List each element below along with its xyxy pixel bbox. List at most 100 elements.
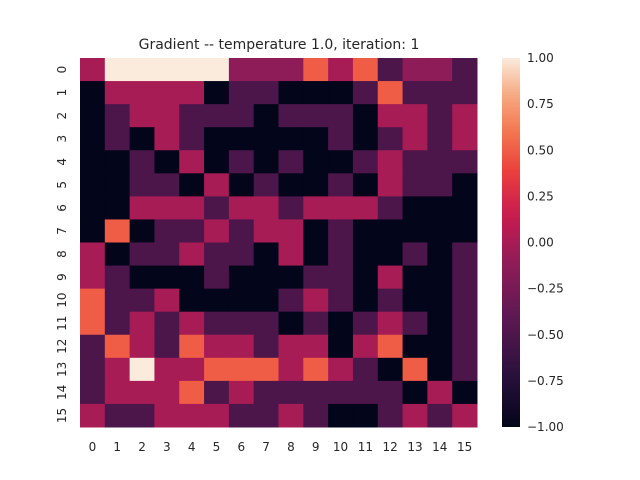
heatmap-cell <box>154 403 180 428</box>
y-tick-label: 4 <box>55 158 69 166</box>
heatmap-cell <box>427 104 453 128</box>
heatmap-cell <box>278 242 304 267</box>
heatmap-cell <box>377 380 404 405</box>
heatmap-cell <box>179 173 205 197</box>
heatmap-cell <box>427 403 453 428</box>
heatmap-cell <box>204 127 230 151</box>
heatmap-cell <box>452 242 478 267</box>
heatmap-cell <box>204 357 230 382</box>
heatmap-cell <box>278 219 304 243</box>
heatmap-cell <box>104 173 131 197</box>
heatmap-cell <box>303 173 329 197</box>
heatmap-cell <box>80 265 106 290</box>
heatmap-cell <box>179 81 205 105</box>
colorbar-tick-label: 1.00 <box>527 51 554 65</box>
heatmap-cell <box>80 380 106 405</box>
heatmap-cell <box>352 58 379 82</box>
heatmap-cell <box>204 403 230 428</box>
heatmap-cell <box>154 242 180 267</box>
colorbar-tick-label: 0.00 <box>527 236 554 250</box>
heatmap-cell <box>427 173 453 197</box>
x-tick-label: 1 <box>113 440 121 454</box>
heatmap-cell <box>104 196 131 220</box>
colorbar-ticks: 1.00 0.75 0.50 0.25 0.00 −0.25 −0.50 −0.75 −1.00 <box>527 51 564 434</box>
heatmap-cell <box>278 127 304 151</box>
x-tick-label: 7 <box>262 440 270 454</box>
heatmap-cell <box>328 58 354 82</box>
x-tick-label: 15 <box>457 440 472 454</box>
heatmap-cell <box>253 219 279 243</box>
y-tick-label: 7 <box>55 227 69 235</box>
heatmap-cell <box>80 196 106 220</box>
colorbar-tick-label: −0.50 <box>527 328 564 342</box>
heatmap-cell <box>179 265 205 290</box>
heatmap-cell <box>204 173 230 197</box>
heatmap-cell <box>104 334 131 359</box>
heatmap-cell <box>253 288 279 313</box>
heatmap-cell <box>154 104 180 128</box>
heatmap-cell <box>377 311 404 336</box>
heatmap-cell <box>278 58 304 82</box>
heatmap-cell <box>452 265 478 290</box>
heatmap-cell <box>402 288 428 313</box>
heatmap-cell <box>278 81 304 105</box>
heatmap-cell <box>328 81 354 105</box>
heatmap-cell <box>402 173 428 197</box>
heatmap-cell <box>328 219 354 243</box>
heatmap-cell <box>104 219 131 243</box>
heatmap-cell <box>402 311 428 336</box>
heatmap-cell <box>253 242 279 267</box>
heatmap-cell <box>303 311 329 336</box>
heatmap-cell <box>129 81 155 105</box>
heatmap-cell <box>328 173 354 197</box>
heatmap-cell <box>104 357 131 382</box>
x-axis-ticks: 0 1 2 3 4 5 6 7 8 9 10 11 12 13 14 15 <box>89 440 473 454</box>
y-tick-label: 15 <box>55 408 69 423</box>
heatmap-cell <box>427 58 453 82</box>
heatmap-cell <box>204 104 230 128</box>
heatmap-cell <box>129 403 155 428</box>
heatmap-cell <box>204 265 230 290</box>
heatmap-cell <box>129 150 155 174</box>
heatmap-cell <box>427 150 453 174</box>
heatmap-cell <box>104 403 131 428</box>
heatmap-cell <box>303 104 329 128</box>
y-tick-label: 1 <box>55 89 69 97</box>
heatmap-cell <box>278 265 304 290</box>
heatmap-cell <box>104 288 131 313</box>
heatmap-cell <box>179 334 205 359</box>
heatmap-cell <box>402 357 428 382</box>
y-tick-label: 0 <box>55 66 69 74</box>
heatmap-cell <box>402 150 428 174</box>
heatmap-cell <box>129 334 155 359</box>
heatmap-cell <box>303 219 329 243</box>
x-tick-label: 5 <box>213 440 221 454</box>
heatmap-cell <box>278 288 304 313</box>
heatmap-cell <box>129 357 155 382</box>
heatmap-cell <box>80 334 106 359</box>
heatmap-cell <box>154 288 180 313</box>
heatmap-cell <box>228 219 255 243</box>
chart-title: Gradient -- temperature 1.0, iteration: … <box>139 37 420 53</box>
heatmap-cell <box>427 196 453 220</box>
heatmap-cell <box>154 81 180 105</box>
heatmap-cell <box>154 127 180 151</box>
heatmap-cell <box>303 334 329 359</box>
colorbar-tick-label: −0.25 <box>527 282 564 296</box>
heatmap-cell <box>228 311 255 336</box>
heatmap-cell <box>204 288 230 313</box>
heatmap-cell <box>253 58 279 82</box>
heatmap-cell <box>452 380 478 405</box>
heatmap-cell <box>427 219 453 243</box>
heatmap-cell <box>352 334 379 359</box>
heatmap-cell <box>278 173 304 197</box>
heatmap-cell <box>452 173 478 197</box>
heatmap-cell <box>228 357 255 382</box>
heatmap-cells <box>80 58 478 428</box>
x-tick-label: 2 <box>138 440 146 454</box>
heatmap-cell <box>228 403 255 428</box>
heatmap-cell <box>402 81 428 105</box>
x-tick-label: 14 <box>432 440 447 454</box>
heatmap-cell <box>452 357 478 382</box>
